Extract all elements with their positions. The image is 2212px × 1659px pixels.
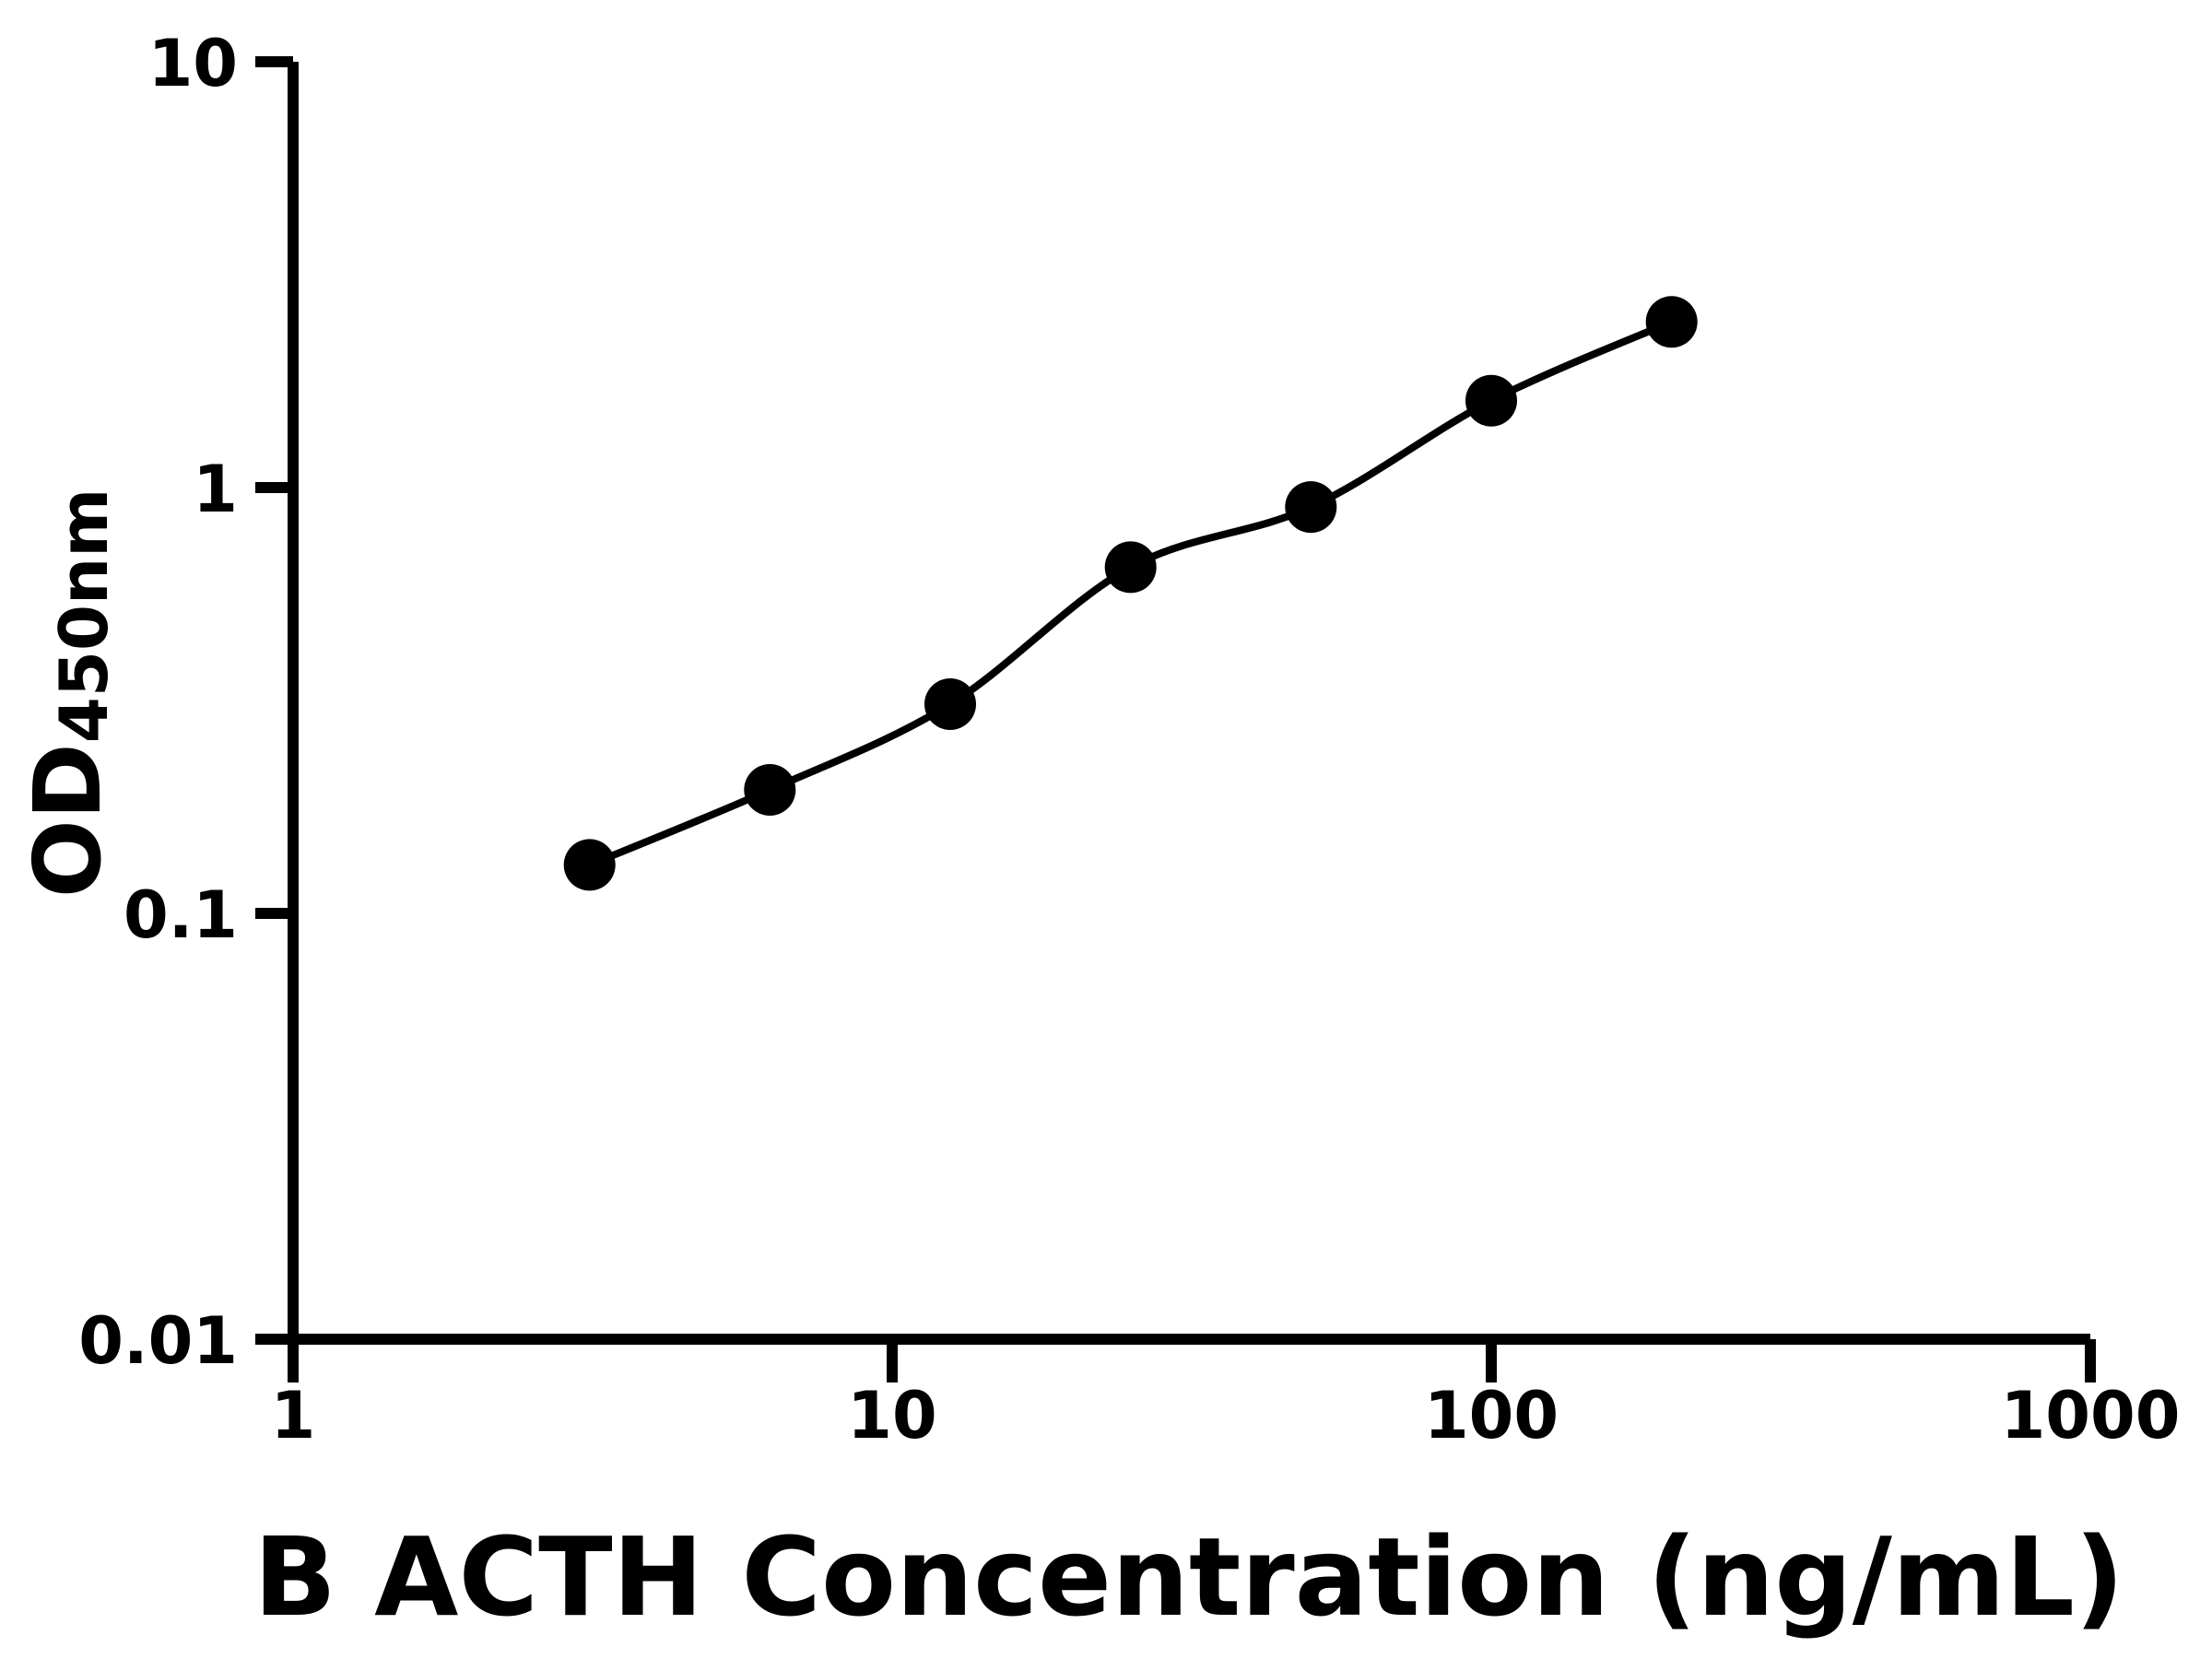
axes: [255, 56, 2096, 1382]
data-point-marker: [924, 678, 976, 730]
data-point-marker: [1465, 374, 1517, 427]
data-point-marker: [1285, 481, 1337, 534]
y-axis-title: OD450nm: [14, 488, 123, 899]
data-point-marker: [1104, 541, 1157, 594]
y-tick-label: 10: [148, 26, 238, 101]
x-tick-label: 10: [847, 1378, 936, 1453]
y-tick-label: 0.1: [124, 877, 238, 953]
x-tick-label: 100: [1424, 1378, 1559, 1453]
data-point-marker: [1645, 296, 1698, 348]
y-tick-label: 1: [193, 452, 238, 527]
data-point-marker: [563, 839, 616, 891]
x-tick-label: 1000: [2001, 1378, 2181, 1453]
x-tick-label: 1: [271, 1378, 316, 1453]
y-tick-label: 0.01: [78, 1303, 238, 1379]
y-axis-title-main: OD: [14, 743, 122, 898]
y-axis-title-subscript: 450nm: [45, 488, 123, 744]
data-series: [563, 296, 1698, 891]
tick-labels: 1 10 100 1000 10 1 0.1 0.01: [78, 26, 2180, 1453]
data-point-marker: [744, 764, 796, 816]
x-axis-title: B ACTH Concentration (ng/mL): [253, 1513, 2124, 1641]
